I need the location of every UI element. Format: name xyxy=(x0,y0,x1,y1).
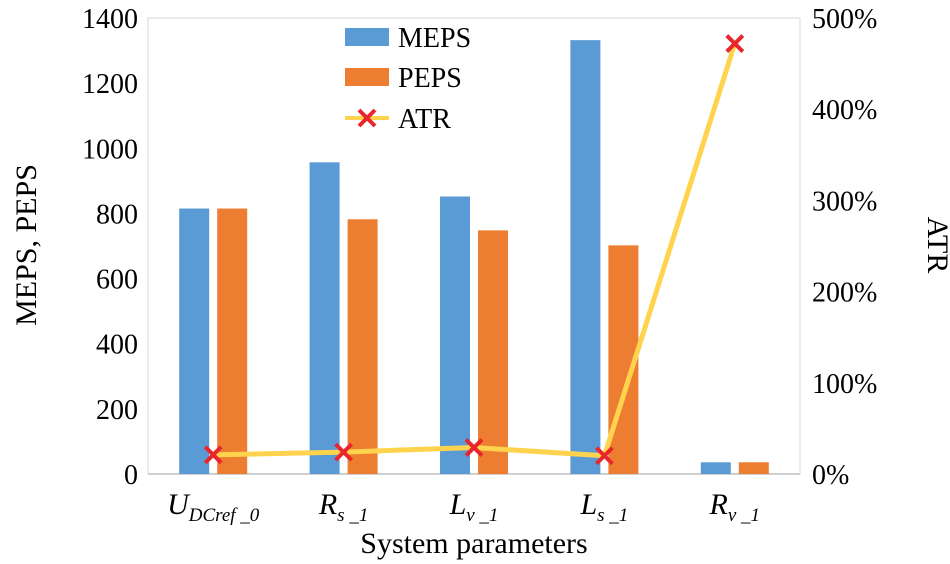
right-tick-label: 200% xyxy=(812,278,877,309)
category-label-2: Lv _1 xyxy=(449,488,499,526)
left-axis-ticks: 0 200 400 600 800 1000 1200 1400 xyxy=(82,4,138,491)
right-tick-label: 0% xyxy=(812,460,849,491)
legend-label-peps: PEPS xyxy=(398,63,462,94)
category-label-3: Ls _1 xyxy=(579,488,628,526)
right-axis-title: ATR xyxy=(921,217,950,274)
left-tick-label: 200 xyxy=(96,395,138,426)
right-tick-label: 300% xyxy=(812,186,877,217)
left-axis-title: MEPS, PEPS xyxy=(10,164,43,326)
category-label-0: UDCref _0 xyxy=(167,488,260,526)
left-tick-label: 1000 xyxy=(82,134,138,165)
atr-marker-2 xyxy=(464,438,484,457)
legend: MEPS PEPS ATR xyxy=(345,23,471,135)
left-tick-label: 0 xyxy=(124,460,138,491)
legend-swatch-peps xyxy=(345,68,389,86)
right-tick-label: 100% xyxy=(812,369,877,400)
bar-meps-2 xyxy=(440,196,470,474)
bar-meps-1 xyxy=(309,162,340,474)
right-axis-ticks: 0% 100% 200% 300% 400% 500% xyxy=(812,4,877,491)
bar-peps-0 xyxy=(217,208,248,475)
left-tick-label: 400 xyxy=(96,330,138,361)
legend-swatch-meps xyxy=(345,28,389,46)
bars-group xyxy=(179,40,769,475)
bar-peps-1 xyxy=(347,219,378,474)
category-labels: UDCref _0 Rs _1 Lv _1 Ls _1 Rv _1 xyxy=(167,488,760,526)
category-label-1: Rs _1 xyxy=(318,488,368,526)
legend-label-meps: MEPS xyxy=(398,23,471,54)
left-tick-label: 600 xyxy=(96,265,138,296)
right-tick-label: 500% xyxy=(812,4,877,35)
legend-label-atr: ATR xyxy=(398,104,451,135)
atr-marker-0 xyxy=(203,445,223,465)
left-tick-label: 1200 xyxy=(82,69,138,100)
left-tick-label: 800 xyxy=(96,199,138,230)
atr-marker-3 xyxy=(594,446,614,466)
bar-peps-2 xyxy=(478,230,508,474)
legend-marker-atr xyxy=(357,108,377,128)
bar-meps-3 xyxy=(570,40,601,475)
bar-meps-4 xyxy=(700,462,731,474)
x-axis-title: System parameters xyxy=(360,527,587,560)
plot-area xyxy=(147,17,801,475)
bar-meps-0 xyxy=(179,208,210,475)
left-tick-label: 1400 xyxy=(82,4,138,35)
atr-marker-4 xyxy=(725,34,745,53)
atr-series-line xyxy=(213,42,738,459)
category-label-4: Rv _1 xyxy=(709,488,761,526)
right-tick-label: 400% xyxy=(812,95,877,126)
atr-marker-1 xyxy=(334,442,354,462)
atr-line-group xyxy=(203,34,745,466)
bar-peps-4 xyxy=(738,462,769,474)
